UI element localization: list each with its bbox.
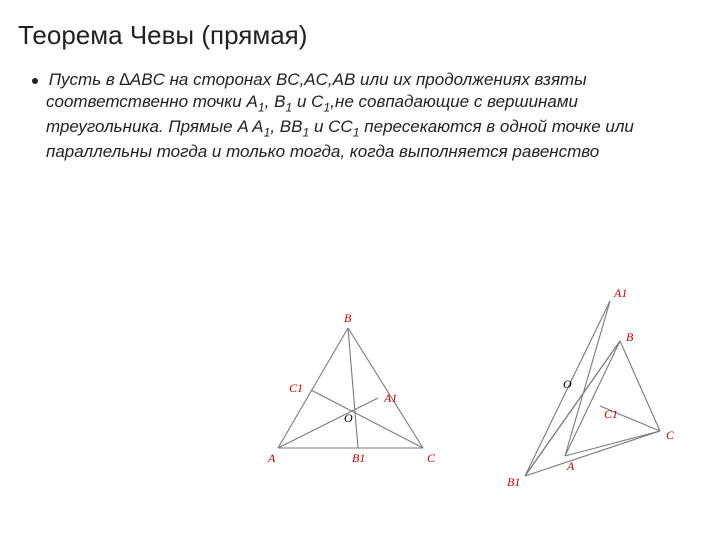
para-t4: и C xyxy=(292,92,323,111)
svg-text:C: C xyxy=(427,451,436,465)
svg-text:A: A xyxy=(566,459,575,473)
svg-text:B1: B1 xyxy=(352,451,365,465)
para-tri: ∆ABC xyxy=(119,70,164,89)
page-title: Теорема Чевы (прямая) xyxy=(18,20,720,51)
svg-text:C: C xyxy=(666,428,675,442)
para-t6: , BB xyxy=(270,117,302,136)
theorem-text: Пусть в ∆ABC на сторонах BC,AC,AB или их… xyxy=(46,69,674,163)
svg-text:C1: C1 xyxy=(289,381,303,395)
svg-text:C1: C1 xyxy=(604,407,618,421)
svg-text:O: O xyxy=(563,377,572,391)
figures-area: A B C A1 B1 C1 O A B C A1 B1 C1 O xyxy=(0,290,720,530)
para-s6: 1 xyxy=(353,125,360,139)
svg-text:B1: B1 xyxy=(507,475,520,486)
svg-text:O: O xyxy=(344,411,353,425)
para-t1: Пусть в xyxy=(49,70,120,89)
para-s1: 1 xyxy=(258,101,265,115)
para-t3: , B xyxy=(265,92,286,111)
para-t7: и CC xyxy=(309,117,352,136)
svg-text:A: A xyxy=(267,451,276,465)
svg-text:B: B xyxy=(344,311,352,325)
svg-text:A1: A1 xyxy=(383,391,397,405)
bullet-icon xyxy=(32,78,38,84)
ceva-figure-right: A B C A1 B1 C1 O xyxy=(470,286,680,486)
ceva-figure-left: A B C A1 B1 C1 O xyxy=(248,308,448,478)
svg-text:A1: A1 xyxy=(613,286,627,300)
svg-text:B: B xyxy=(626,330,634,344)
